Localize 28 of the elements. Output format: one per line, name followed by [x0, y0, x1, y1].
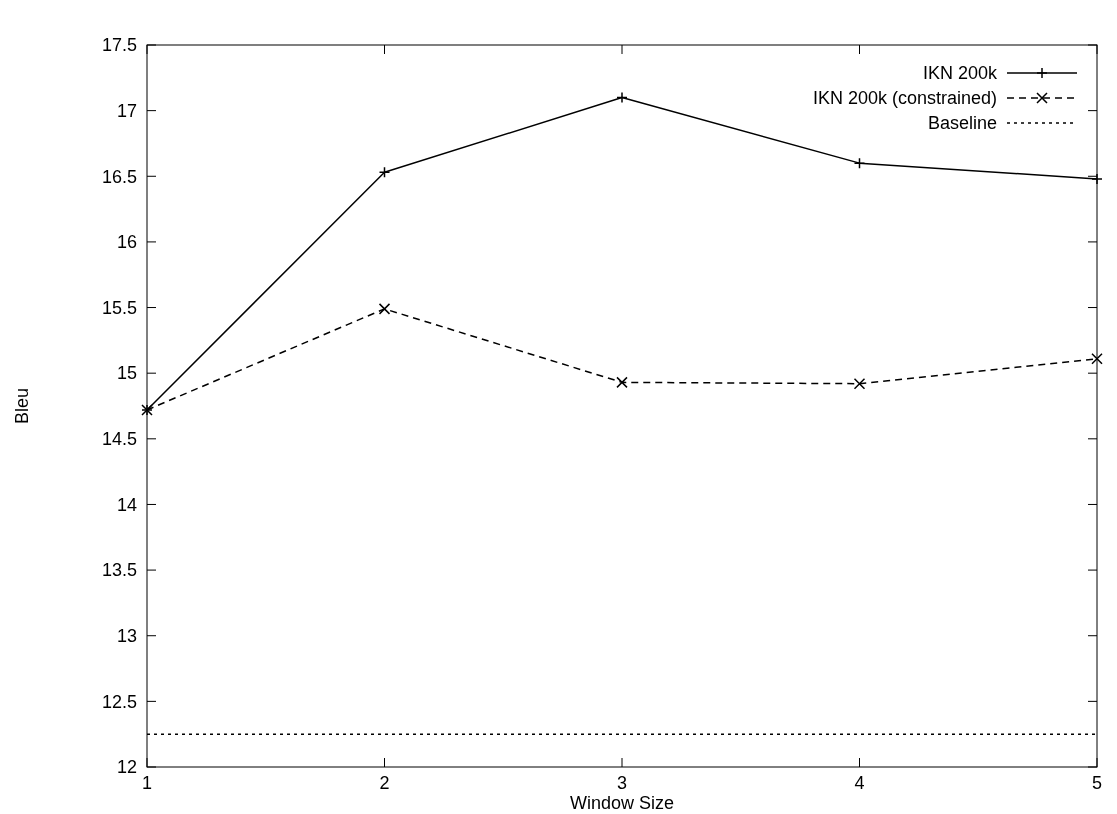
point	[853, 377, 866, 390]
y-tick-label: 12	[116, 757, 137, 778]
y-tick-label: 17.5	[101, 35, 137, 56]
y-tick-label: 15.5	[101, 297, 137, 318]
x-tick-label: 1	[141, 773, 153, 793]
y-tick-label: 13	[116, 626, 137, 647]
y-tick-label: 14	[116, 494, 137, 515]
point	[616, 376, 628, 389]
y-tick-label: 17	[116, 100, 137, 121]
point	[1091, 352, 1103, 365]
x-axis-title: Window Size	[569, 793, 675, 813]
y-tick-label: 15	[116, 363, 137, 384]
x-tick-label: 2	[379, 773, 390, 793]
y-tick-label: 16	[116, 232, 137, 253]
point	[378, 303, 391, 315]
x-tick-label: 5	[1091, 773, 1103, 793]
y-tick-label: 16.5	[101, 166, 137, 187]
x-tick-label: 3	[616, 773, 628, 793]
legend-label: IKN 200k (constrained)	[812, 88, 997, 109]
y-tick-label: 14.5	[101, 429, 137, 450]
point	[853, 157, 866, 169]
legend-label: IKN 200k	[922, 63, 998, 84]
point	[378, 166, 391, 179]
y-axis-title: Bleu	[12, 387, 32, 425]
y-tick-label: 13.5	[101, 560, 137, 581]
legend-label: Baseline	[927, 113, 997, 134]
y-tick-label: 12.5	[101, 691, 137, 712]
x-tick-label: 4	[854, 773, 865, 793]
